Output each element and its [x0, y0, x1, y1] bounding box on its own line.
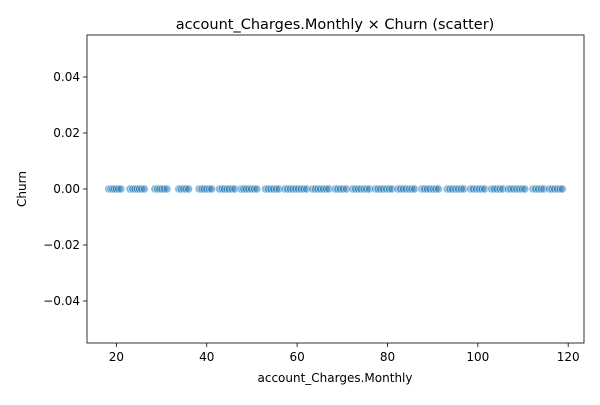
x-tick-label: 60 [289, 350, 304, 364]
plot-frame [86, 34, 585, 344]
x-tick-label: 100 [466, 350, 489, 364]
scatter-point [162, 184, 172, 194]
y-tick-label: 0.02 [53, 126, 80, 140]
y-axis-ticks: −0.04 −0.02 0.00 0.02 0.04 [43, 70, 87, 308]
scatter-point [207, 184, 216, 194]
scatter-point [252, 184, 262, 194]
x-tick-label: 120 [557, 350, 580, 364]
scatter-point [116, 184, 126, 194]
scatter-point [410, 184, 419, 194]
x-tick-label: 80 [380, 350, 395, 364]
y-tick-label: 0.00 [53, 182, 80, 196]
y-tick-label: −0.04 [43, 294, 80, 308]
chart-title: account_Charges.Monthly × Churn (scatter… [176, 17, 495, 33]
x-axis-label: account_Charges.Monthly [258, 371, 413, 385]
scatter-point [434, 184, 443, 194]
scatter-point [140, 184, 149, 194]
scatter-point [184, 184, 193, 194]
x-tick-label: 20 [109, 350, 124, 364]
data-points [104, 184, 567, 194]
y-tick-label: 0.04 [53, 70, 80, 84]
y-axis-label: Churn [15, 171, 29, 207]
scatter-point [520, 184, 530, 194]
x-axis-ticks: 20 40 60 80 100 120 [109, 343, 580, 364]
scatter-point [558, 184, 567, 194]
y-tick-label: −0.02 [43, 238, 80, 252]
x-tick-label: 40 [199, 350, 214, 364]
